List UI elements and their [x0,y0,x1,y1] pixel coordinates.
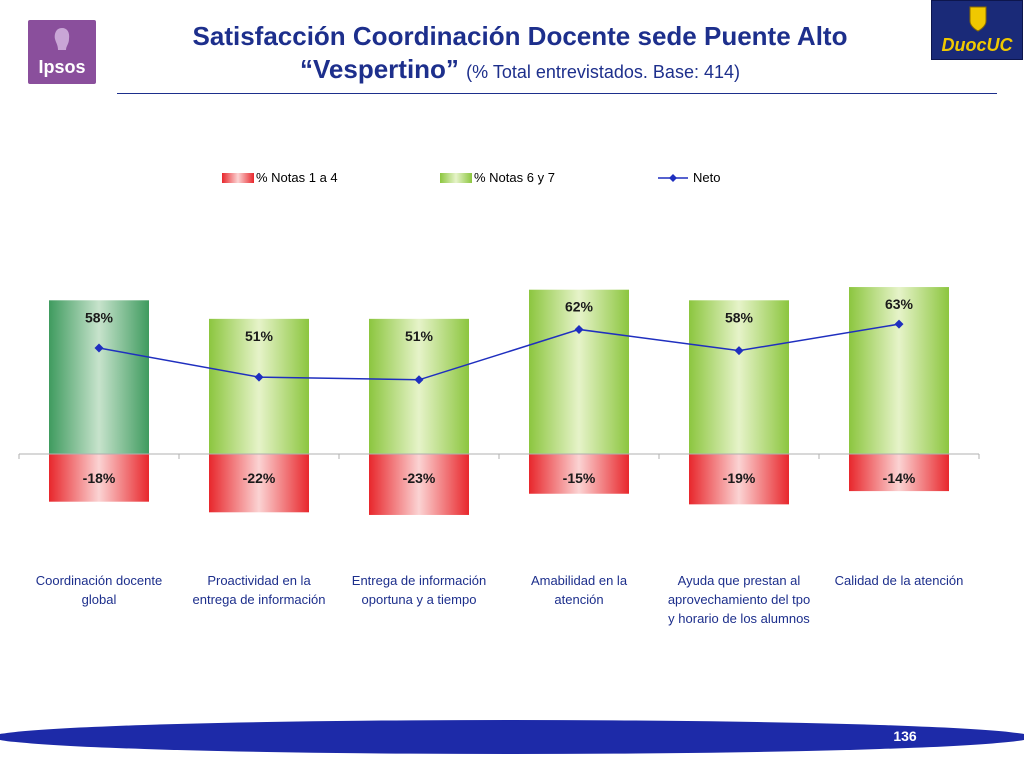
title-line-1: Satisfacción Coordinación Docente sede P… [192,21,848,51]
legend-label: Neto [693,170,720,185]
neto-line [98,323,900,381]
chart-legend: % Notas 1 a 4 % Notas 6 y 7 Neto [222,170,720,185]
negative-bar [369,454,469,515]
bar-line-chart: % Notas 1 a 4 % Notas 6 y 7 Neto 58% -18% 51… [18,170,980,626]
positive-bar [49,300,149,454]
positive-value-label: 51% [245,328,274,344]
negative-value-label: -14% [883,470,916,486]
title-line-2: “Vespertino” (% Total entrevistados. Bas… [110,52,930,89]
category-label: Ayuda que prestan al [678,573,801,588]
negative-value-label: -23% [403,470,436,486]
category-label: oportuna y a tiempo [362,592,477,607]
positive-value-label: 63% [885,296,914,312]
negative-bar [849,454,949,492]
neto-point [254,372,264,382]
category-label: global [82,592,117,607]
ipsos-figure-icon [54,28,70,50]
neto-point [574,324,584,334]
positive-value-label: 62% [565,299,594,315]
ipsos-logo-text: Ipsos [38,57,86,77]
duoc-crest-icon [969,6,987,32]
legend-label: % Notas 6 y 7 [474,170,555,185]
positive-bar [209,318,309,454]
category-label: Calidad de la atención [835,573,964,588]
negative-value-label: -22% [243,470,276,486]
legend-swatch-neg [222,173,254,183]
legend-swatch-pos [440,173,472,183]
category-label: Proactividad en la [207,573,311,588]
title-emphasis: “Vespertino” [300,54,459,84]
title-subtitle: (% Total entrevistados. Base: 414) [466,62,740,82]
duoc-logo-text: DuocUC [941,35,1013,55]
neto-line-group [94,319,904,385]
duoc-logo: DuocUC [931,0,1023,60]
chart-data-labels: 58% -18% 51% -22% 51% -23% 62% -15% 58% -19% 63% -1… [83,296,916,486]
category-label: aprovechamiento del tpo [668,592,810,607]
negative-value-label: -15% [563,470,596,486]
negative-value-label: -18% [83,470,116,486]
neto-point [894,319,904,329]
slide-title: Satisfacción Coordinación Docente sede P… [110,20,930,89]
negative-bar [529,454,629,494]
chart-bars [49,287,949,515]
category-label: atención [554,592,603,607]
chart-category-labels: Coordinación docente global Proactividad e… [36,573,964,626]
neto-point [94,343,104,353]
positive-value-label: 58% [85,309,114,325]
positive-bar [529,289,629,454]
category-label: entrega de información [193,592,326,607]
positive-bar [689,300,789,454]
title-divider [117,93,997,94]
legend-label: % Notas 1 a 4 [256,170,338,185]
positive-bar [369,318,469,454]
category-label: Coordinación docente [36,573,162,588]
negative-bar [49,454,149,502]
negative-value-label: -19% [723,470,756,486]
positive-value-label: 58% [725,309,754,325]
chart-axis [18,453,980,459]
footer-ellipse [0,720,1024,754]
legend-neto-marker [669,174,677,182]
page-number: 136 [893,728,917,744]
category-label: Amabilidad en la [531,573,628,588]
negative-bar [209,454,309,513]
ipsos-logo: Ipsos [28,20,96,84]
footer-band [0,720,1024,754]
negative-bar [689,454,789,505]
category-label: Entrega de información [352,573,486,588]
positive-bar [849,287,949,454]
category-label: y horario de los alumnos [668,611,810,626]
positive-value-label: 51% [405,328,434,344]
neto-point [734,346,744,356]
neto-point [414,375,424,385]
